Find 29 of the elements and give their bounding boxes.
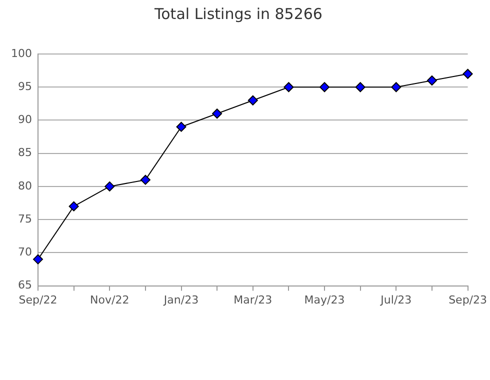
point	[140, 174, 150, 185]
point	[391, 82, 402, 92]
point	[104, 181, 115, 192]
x-tick-label: Nov/22	[90, 293, 130, 306]
x-tick-label: Sep/22	[18, 293, 58, 306]
point	[426, 75, 437, 86]
point	[355, 82, 366, 92]
x-tick-label: Mar/23	[234, 293, 272, 306]
point	[32, 254, 43, 264]
x-tick-label: Jan/23	[162, 293, 199, 306]
point	[212, 108, 222, 119]
y-tick-label: 90	[18, 113, 32, 126]
chart-title: Total Listings in 85266	[154, 4, 322, 23]
point	[68, 201, 79, 212]
point	[462, 68, 473, 79]
y-tick-label: 95	[18, 80, 32, 93]
point	[248, 95, 258, 106]
y-tick-label: 80	[18, 179, 32, 192]
point	[284, 82, 294, 92]
y-tick-label: 75	[18, 212, 32, 226]
y-tick-label: 65	[18, 278, 32, 292]
point	[176, 122, 186, 132]
point	[320, 82, 330, 92]
x-tick-label: Jul/23	[380, 293, 412, 306]
y-tick-label: 85	[18, 146, 32, 160]
x-tick-label: Sep/23	[448, 293, 487, 306]
y-tick-label: 70	[18, 246, 32, 259]
x-tick-label: May/23	[304, 293, 345, 306]
y-tick-label: 100	[10, 46, 32, 60]
